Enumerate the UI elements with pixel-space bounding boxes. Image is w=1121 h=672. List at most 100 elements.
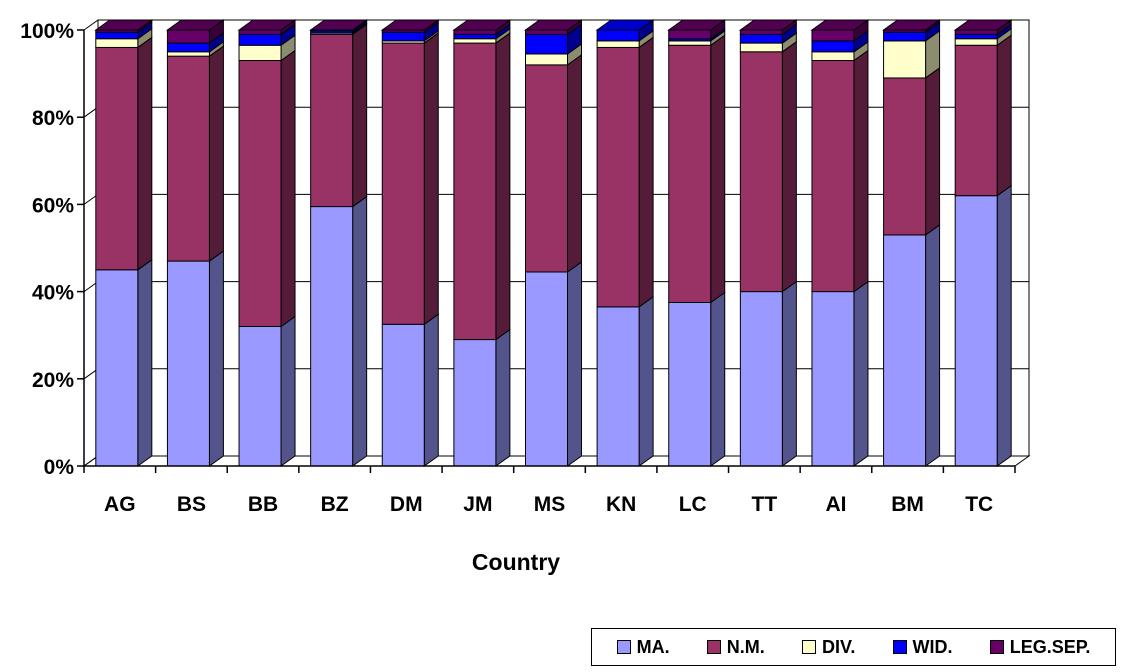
bar-segment-DM-MA. — [381, 313, 439, 467]
x-tick-label: JM — [463, 493, 492, 516]
bar-segment-AG-MA. — [95, 258, 153, 467]
bar — [310, 206, 354, 467]
bar — [668, 40, 712, 46]
x-tick-label: BM — [891, 493, 924, 516]
bar-top — [810, 19, 870, 31]
bar-segment-AI-MA. — [811, 280, 869, 467]
bar — [811, 29, 855, 42]
legend-item: N.M. — [706, 637, 765, 658]
bar — [811, 51, 855, 62]
y-tick-label: 0% — [44, 456, 75, 479]
bar-side — [996, 34, 1012, 197]
legend-label: DIV. — [821, 636, 856, 657]
bar — [739, 291, 783, 467]
x-tick-label: BZ — [321, 493, 349, 516]
bar-segment-KN-WID. — [595, 19, 655, 42]
bar-side — [280, 49, 296, 328]
bar-side — [567, 53, 582, 273]
bar-segment-MS-LEG.SEP. — [523, 19, 584, 36]
y-tick-label: 20% — [32, 369, 74, 392]
bar — [238, 60, 282, 327]
bar-top — [882, 19, 942, 31]
bar-side — [925, 223, 941, 467]
bar-segment-BZ-LEG.SEP. — [309, 19, 369, 32]
bar — [596, 29, 640, 42]
bar — [453, 42, 497, 341]
bar — [166, 55, 210, 262]
side-gridline — [83, 19, 99, 31]
bar — [166, 260, 210, 467]
bar — [525, 33, 568, 55]
bar — [95, 31, 139, 40]
bar-segment-LC-LEG.SEP. — [667, 19, 727, 40]
legend-swatch — [989, 640, 1004, 654]
bar — [381, 42, 425, 325]
bar-segment-MS-N.M. — [525, 53, 582, 273]
bar-top — [309, 19, 369, 31]
bar-stack-AI — [810, 19, 870, 467]
bar-side — [853, 49, 869, 293]
bar-segment-BZ-N.M. — [310, 23, 368, 208]
x-tick-label: LC — [679, 493, 707, 516]
stacked-bar-chart: 0%20%40%60%80%100% AG BS BB BZ DM JM MS KN LC TT A… — [20, 19, 1031, 575]
bar-side — [137, 36, 153, 271]
axes — [77, 29, 1016, 473]
bar-side — [495, 32, 511, 341]
bar-segment-BM-LEG.SEP. — [882, 19, 942, 34]
bar-segment-AI-LEG.SEP. — [810, 19, 870, 42]
bar-segment-KN-MA. — [596, 295, 654, 467]
bar-side — [781, 280, 797, 467]
legend-item: WID. — [892, 637, 953, 658]
bar-segment-BM-MA. — [883, 223, 941, 467]
bar-segment-AI-N.M. — [811, 49, 869, 293]
bar-segment-AG-LEG.SEP. — [94, 19, 154, 34]
bar-stack-KN — [595, 19, 655, 467]
bar-stack-BM — [882, 19, 942, 467]
x-tick-label: BS — [177, 493, 206, 516]
bar — [668, 44, 712, 303]
legend-label: LEG.SEP. — [1009, 636, 1091, 657]
bar-stack-AG — [94, 19, 154, 467]
legend-swatch — [801, 640, 816, 654]
bar-segment-BB-MA. — [238, 315, 296, 467]
bar-top — [380, 19, 440, 31]
bar-side — [781, 40, 797, 293]
x-tick-label: MS — [534, 493, 566, 516]
bar-top — [94, 19, 154, 31]
bar-side — [567, 261, 582, 467]
bar-side — [638, 36, 654, 308]
bar — [525, 271, 568, 467]
bar-top — [667, 19, 727, 31]
x-tick-label: KN — [606, 493, 636, 516]
bar — [954, 38, 998, 46]
bar — [238, 44, 282, 62]
bar — [811, 291, 855, 467]
y-tick-label: 100% — [20, 20, 74, 43]
bar-segment-BM-N.M. — [883, 66, 941, 236]
bar-side — [638, 295, 654, 467]
bar-segment-BZ-MA. — [310, 195, 368, 467]
bar-top — [237, 19, 297, 31]
bar — [811, 40, 855, 53]
bar-side — [853, 280, 869, 467]
bar-stack-BZ — [309, 19, 369, 467]
bar-side — [352, 195, 368, 467]
bar-top — [953, 19, 1013, 31]
bar-segment-BB-N.M. — [238, 49, 296, 328]
bar — [596, 46, 640, 308]
bar — [811, 60, 855, 293]
bar — [883, 234, 927, 467]
bar-side — [280, 315, 296, 467]
bar — [238, 29, 282, 35]
bar — [954, 195, 998, 467]
x-tick-label: AI — [825, 493, 846, 516]
x-tick-label: AG — [104, 493, 136, 516]
legend-swatch — [706, 640, 721, 654]
legend-swatch — [892, 640, 907, 654]
bar-segment-TT-N.M. — [739, 40, 797, 293]
bar-segment-BM-DIV. — [883, 29, 941, 79]
bar-top — [523, 19, 584, 31]
x-tick-label: TT — [752, 493, 778, 516]
bar — [525, 29, 568, 35]
bar — [166, 42, 210, 53]
